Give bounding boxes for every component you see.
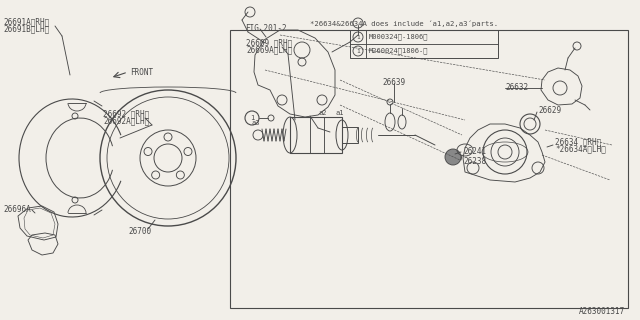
Circle shape <box>445 149 461 165</box>
Text: A263001317: A263001317 <box>579 308 625 316</box>
Text: *26634A〈LH〉: *26634A〈LH〉 <box>555 145 606 154</box>
Bar <box>290 117 342 153</box>
Bar <box>230 30 628 308</box>
Text: 26692A〈LH〉: 26692A〈LH〉 <box>103 116 149 125</box>
Bar <box>342 127 358 143</box>
Text: 26700: 26700 <box>128 228 151 236</box>
Text: a2: a2 <box>318 110 326 116</box>
Text: 26692 〈RH〉: 26692 〈RH〉 <box>103 109 149 118</box>
Bar <box>350 30 498 58</box>
Text: 26669A〈LH〉: 26669A〈LH〉 <box>246 45 292 54</box>
Text: *26634&26634A does include ´a1,a2,a3´parts.: *26634&26634A does include ´a1,a2,a3´par… <box>310 21 498 27</box>
Text: 26639: 26639 <box>382 77 405 86</box>
Text: 26632: 26632 <box>505 83 528 92</box>
Text: 26634 〈RH〉: 26634 〈RH〉 <box>555 138 601 147</box>
Text: 26238: 26238 <box>463 156 486 165</box>
Text: FIG.201-2: FIG.201-2 <box>245 23 287 33</box>
Text: FRONT: FRONT <box>130 68 153 76</box>
Text: 26629: 26629 <box>538 106 561 115</box>
Text: M000324〈-1806〉: M000324〈-1806〉 <box>369 34 429 40</box>
Text: 26696A: 26696A <box>3 205 31 214</box>
Text: 1: 1 <box>250 115 254 121</box>
Text: a3: a3 <box>251 120 259 126</box>
Text: 1: 1 <box>356 35 360 39</box>
Text: a1: a1 <box>335 110 344 116</box>
Text: 26669 〈RH〉: 26669 〈RH〉 <box>246 38 292 47</box>
Text: 26691A〈RH〉: 26691A〈RH〉 <box>3 18 49 27</box>
Text: 1: 1 <box>356 49 360 53</box>
Text: 26241: 26241 <box>463 147 486 156</box>
Text: 26691B〈LH〉: 26691B〈LH〉 <box>3 25 49 34</box>
Text: M260024〈1806-〉: M260024〈1806-〉 <box>369 48 429 54</box>
